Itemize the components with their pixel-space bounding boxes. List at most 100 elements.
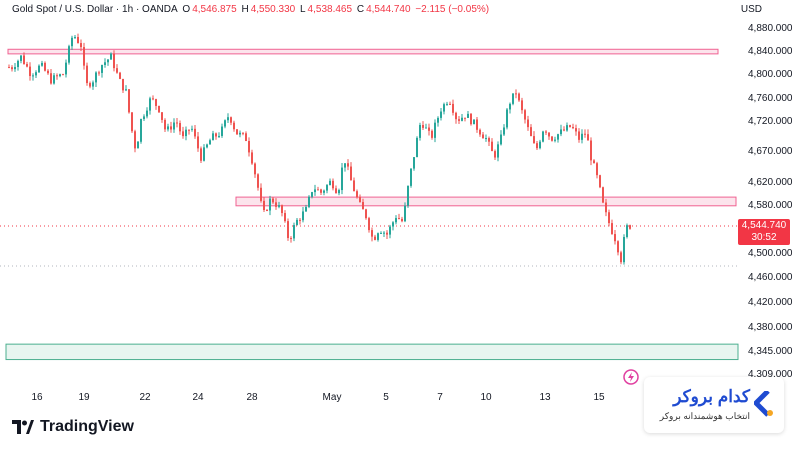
- candle-body: [170, 126, 172, 130]
- candle-body: [419, 124, 421, 138]
- candle-body: [269, 198, 271, 211]
- candle-body: [20, 55, 22, 61]
- broker-watermark: کدام بروکر انتخاب هوشمندانه بروکر: [644, 377, 784, 433]
- symbol-header: Gold Spot / U.S. Dollar · 1h · OANDA O 4,…: [12, 4, 491, 15]
- price-tick-label: 4,800.000: [748, 69, 793, 80]
- candle-body: [584, 133, 586, 135]
- price-axis[interactable]: USD: [738, 0, 800, 450]
- candle-body: [467, 113, 469, 118]
- candle-body: [533, 136, 535, 144]
- candle-body: [32, 75, 34, 77]
- lightning-icon[interactable]: [623, 369, 639, 390]
- candle-body: [344, 163, 346, 168]
- candles-layer: [8, 33, 631, 265]
- low-value: 4,538.465: [307, 4, 353, 15]
- time-tick-label: 13: [539, 392, 551, 403]
- candle-body: [629, 225, 631, 229]
- open-value: 4,546.875: [192, 4, 237, 15]
- candle-body: [326, 185, 328, 191]
- candle-body: [350, 166, 352, 181]
- candle-body: [155, 99, 157, 106]
- candle-body: [416, 137, 418, 158]
- candle-body: [158, 105, 160, 113]
- candle-body: [182, 131, 184, 137]
- candle-body: [539, 141, 541, 149]
- candle-body: [335, 188, 337, 194]
- tradingview-wordmark: TradingView: [40, 418, 134, 435]
- candle-body: [377, 233, 379, 240]
- candle-body: [443, 104, 445, 112]
- candle-body: [245, 133, 247, 142]
- change-value: −2.115 (−0.05%): [415, 4, 490, 15]
- candle-body: [437, 117, 439, 123]
- candle-body: [317, 189, 319, 191]
- candle-body: [563, 129, 565, 131]
- price-tick-label: 4,720.000: [748, 116, 793, 127]
- candle-body: [434, 122, 436, 138]
- candle-body: [338, 190, 340, 194]
- candle-body: [503, 127, 505, 135]
- price-tick-label: 4,380.000: [748, 322, 793, 333]
- candle-body: [86, 65, 88, 84]
- candle-body: [242, 132, 244, 134]
- resistance-zone[interactable]: [7, 48, 719, 55]
- candle-body: [116, 68, 118, 73]
- candle-body: [332, 180, 334, 189]
- candle-body: [41, 62, 43, 66]
- candle-body: [119, 72, 121, 79]
- candle-body: [164, 119, 166, 130]
- candle-body: [191, 128, 193, 130]
- candle-body: [287, 221, 289, 239]
- candle-body: [83, 47, 85, 66]
- candle-body: [617, 241, 619, 253]
- candle-body: [407, 185, 409, 206]
- candle-body: [26, 64, 28, 67]
- candle-body: [599, 175, 601, 188]
- candle-body: [491, 141, 493, 152]
- time-tick-label: 7: [437, 392, 443, 403]
- resistance-zone[interactable]: [235, 196, 737, 207]
- candle-body: [65, 62, 67, 75]
- candle-body: [56, 75, 58, 77]
- support-zone[interactable]: [5, 343, 739, 361]
- symbol-label[interactable]: Gold Spot / U.S. Dollar · 1h · OANDA: [12, 4, 178, 15]
- candle-body: [425, 127, 427, 129]
- candle-body: [605, 202, 607, 213]
- candle-body: [530, 127, 532, 137]
- price-plot[interactable]: [0, 0, 740, 390]
- candle-body: [44, 62, 46, 71]
- candle-body: [428, 127, 430, 131]
- candle-body: [485, 138, 487, 140]
- candle-body: [497, 144, 499, 158]
- candle-body: [590, 140, 592, 161]
- time-tick-label: 16: [31, 392, 43, 403]
- price-tick-label: 4,345.000: [748, 346, 793, 357]
- candle-body: [521, 100, 523, 111]
- candle-body: [299, 219, 301, 221]
- tradingview-logo[interactable]: TradingView: [12, 418, 134, 436]
- current-price: 4,544.740: [741, 220, 787, 231]
- candle-body: [341, 167, 343, 191]
- candle-body: [47, 70, 49, 74]
- time-tick-label: 19: [78, 392, 90, 403]
- candle-body: [272, 198, 274, 203]
- price-tick-label: 4,420.000: [748, 297, 793, 308]
- candle-body: [587, 134, 589, 141]
- candle-body: [488, 138, 490, 142]
- candle-body: [593, 160, 595, 164]
- candle-body: [14, 67, 16, 70]
- candle-body: [104, 62, 106, 65]
- candle-body: [248, 141, 250, 153]
- candle-body: [542, 131, 544, 142]
- candle-body: [137, 141, 139, 149]
- candle-body: [203, 147, 205, 161]
- candle-body: [560, 129, 562, 135]
- candle-body: [125, 89, 127, 91]
- candle-body: [227, 117, 229, 121]
- candle-body: [413, 157, 415, 169]
- candle-body: [440, 111, 442, 118]
- candle-body: [569, 125, 571, 127]
- candle-body: [290, 238, 292, 240]
- candle-body: [23, 55, 25, 65]
